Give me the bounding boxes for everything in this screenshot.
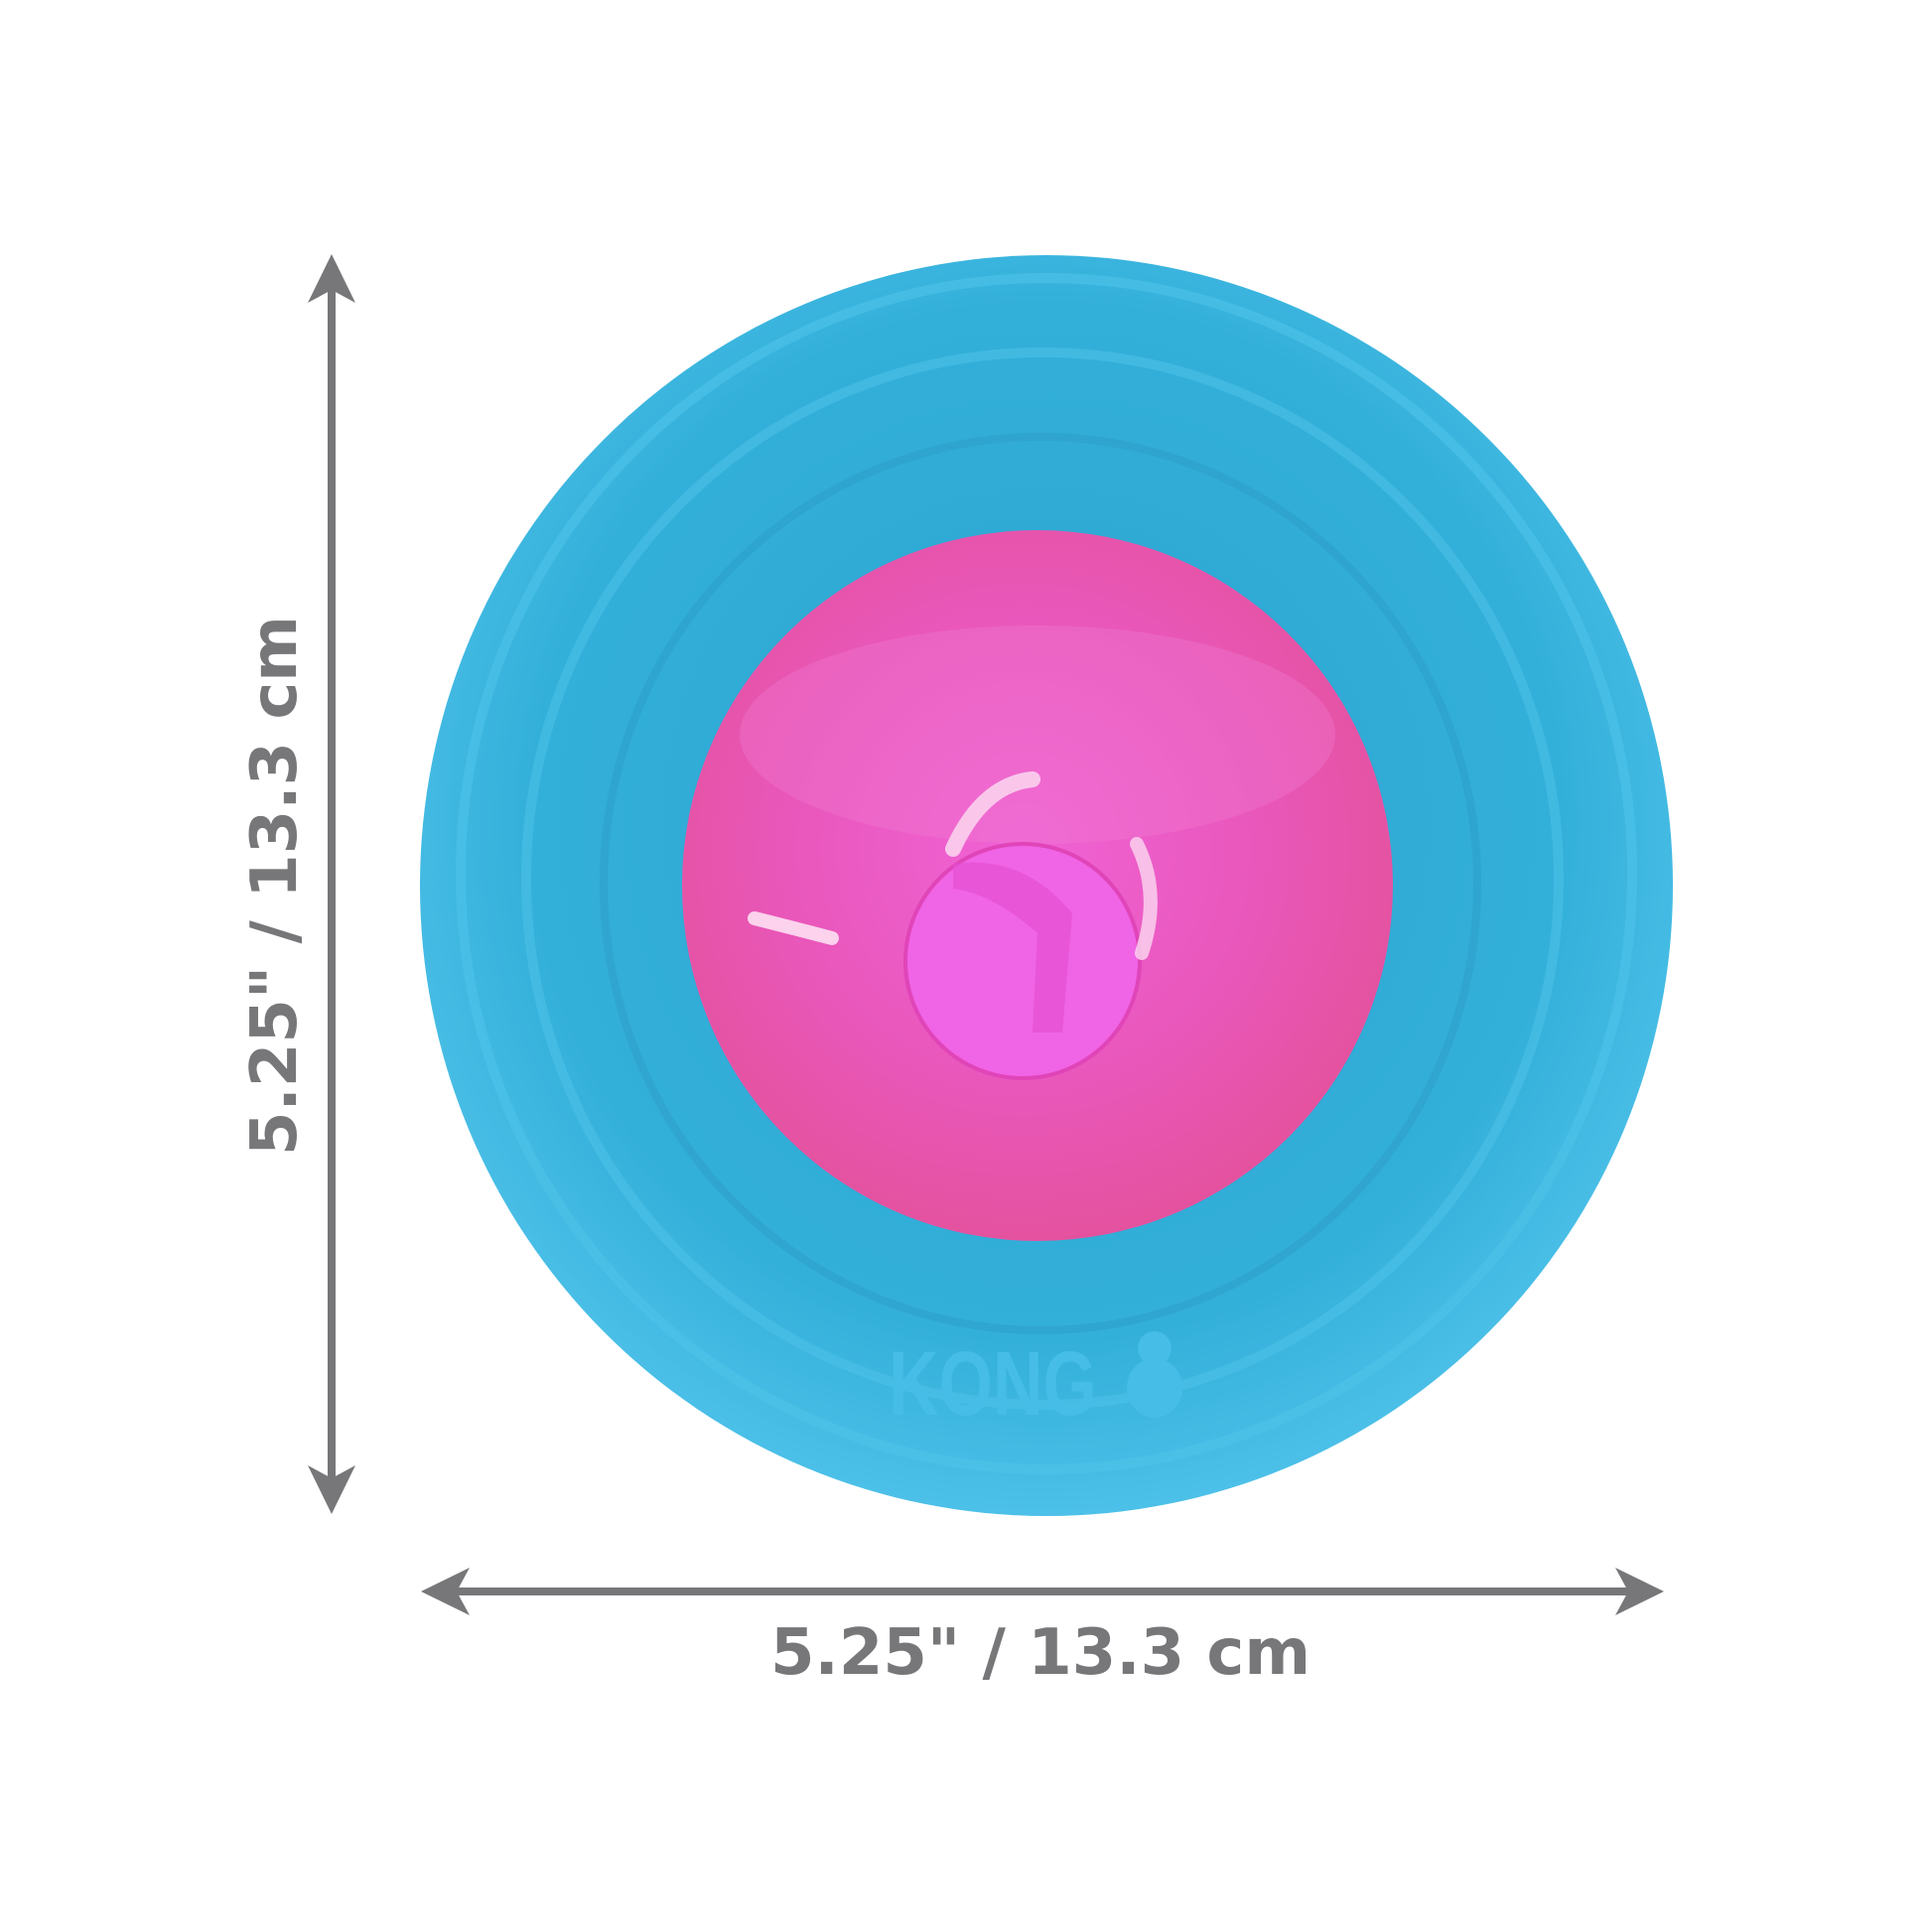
treat-ball — [682, 530, 1393, 1241]
width-dimension-label: 5.25" / 13.3 cm — [770, 1616, 1311, 1690]
kong-logo: KONG — [889, 1331, 1182, 1435]
svg-text:KONG: KONG — [889, 1333, 1097, 1435]
width-arrow — [421, 1568, 1664, 1615]
treat-opening — [903, 842, 1142, 1080]
height-dimension-label: 5.25" / 13.3 cm — [238, 616, 312, 1156]
height-arrow — [308, 254, 355, 1514]
